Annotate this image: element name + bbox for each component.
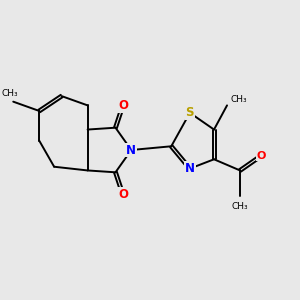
Text: O: O [257, 151, 266, 160]
Text: CH₃: CH₃ [231, 94, 248, 103]
Text: O: O [118, 188, 128, 201]
Text: N: N [126, 143, 136, 157]
Text: N: N [185, 162, 195, 175]
Text: CH₃: CH₃ [232, 202, 248, 211]
Text: CH₃: CH₃ [1, 89, 18, 98]
Text: O: O [118, 99, 128, 112]
Text: S: S [186, 106, 194, 119]
